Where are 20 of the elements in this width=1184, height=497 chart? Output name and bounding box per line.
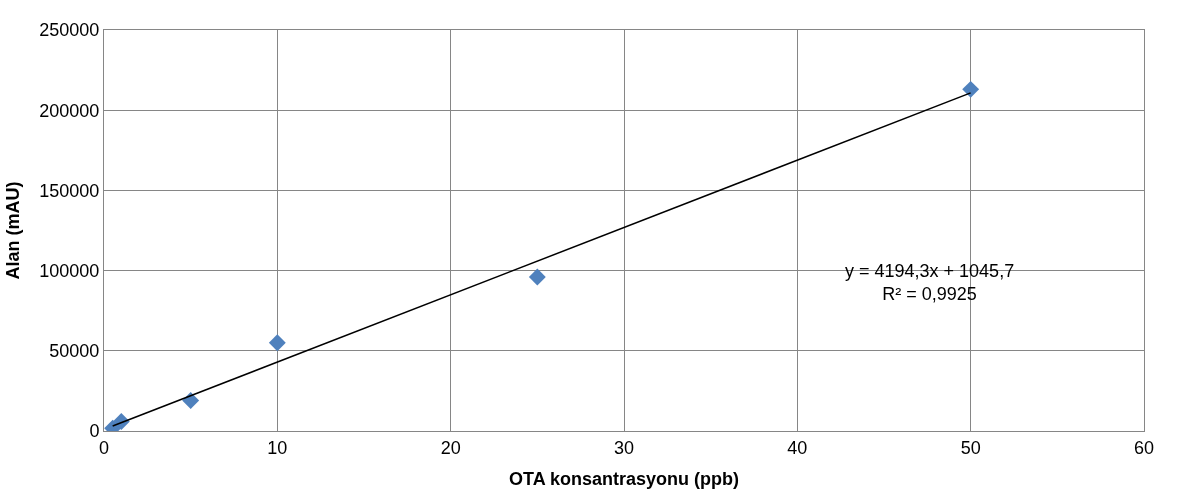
annotation: y = 4194,3x + 1045,7 <box>845 261 1015 281</box>
y-tick-label: 50000 <box>49 341 100 362</box>
point <box>962 80 980 98</box>
point <box>528 268 546 286</box>
x-tick-label: 50 <box>960 437 981 458</box>
y-tick-label: 250000 <box>39 20 100 41</box>
y-tick-label: 100000 <box>39 260 100 281</box>
y-tick-label: 200000 <box>39 100 100 121</box>
x-tick-label: 20 <box>440 437 461 458</box>
x-tick-label: 60 <box>1133 437 1155 458</box>
y-axis-title: Alan (mAU) <box>2 181 23 280</box>
x-axis-title: OTA konsantrasyonu (ppb) <box>508 468 740 489</box>
x-tick-label: 40 <box>787 437 808 458</box>
y-tick-label: 0 <box>89 421 100 442</box>
y-tick-label: 150000 <box>39 180 100 201</box>
x-tick-label: 10 <box>267 437 288 458</box>
point <box>182 392 200 409</box>
annotation: R² = 0,9925 <box>882 284 977 305</box>
point <box>268 334 286 352</box>
x-tick-label: 30 <box>613 437 635 458</box>
